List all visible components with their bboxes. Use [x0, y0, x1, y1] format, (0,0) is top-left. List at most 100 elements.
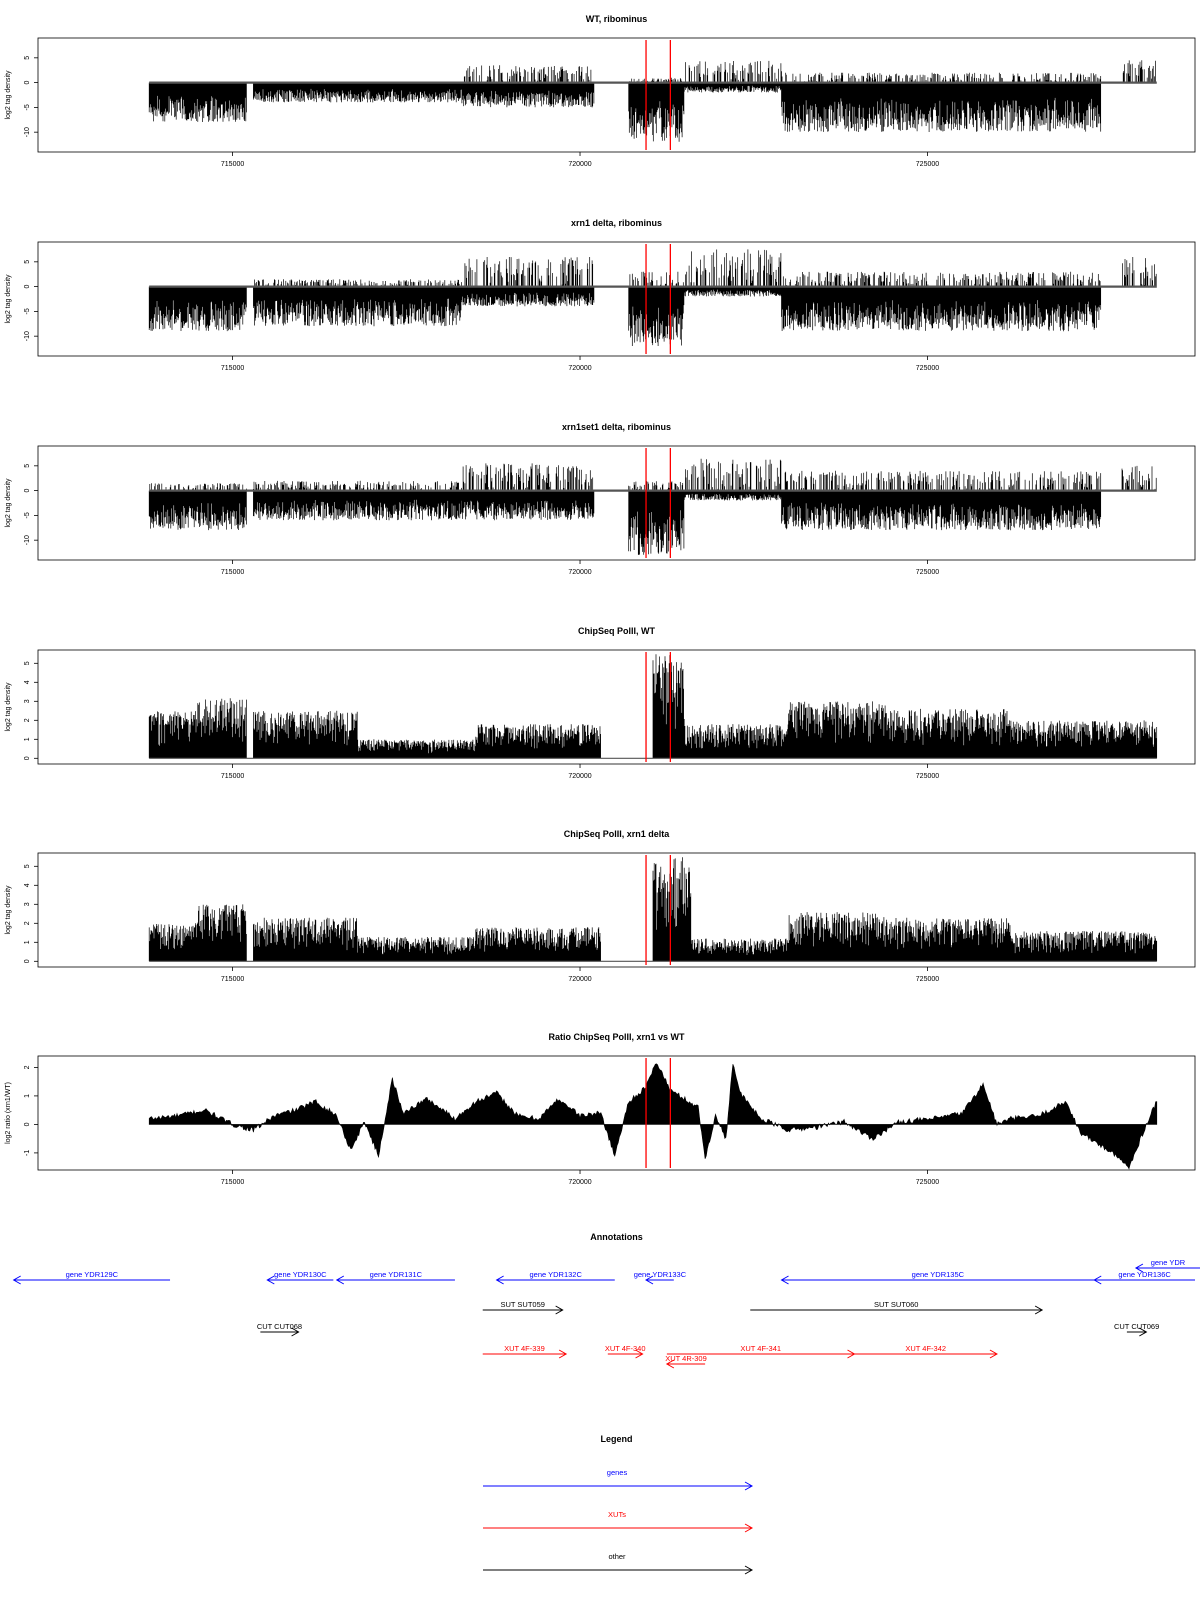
y-tick-label: 5 [24, 864, 31, 868]
y-axis-label: log2 tag density [5, 274, 12, 324]
annotation-arrow-arrowhead [266, 1275, 275, 1285]
y-tick-label: 3 [24, 699, 31, 703]
x-tick-label: 725000 [916, 976, 939, 983]
data-marks [148, 1063, 1158, 1170]
panel-title: ChipSeq PolII, xrn1 delta [564, 829, 671, 839]
y-tick-label: -5 [24, 104, 31, 110]
legend-entry-genes: genes [483, 1468, 754, 1491]
panel-2: xrn1 delta, ribominus 715000 720000 725000 5… [5, 218, 1196, 372]
y-tick-label: 5 [24, 56, 31, 60]
y-tick-label: 1 [24, 1094, 31, 1098]
y-tick-label: 2 [24, 718, 31, 722]
density-bars [148, 458, 1157, 555]
y-tick-label: 1 [24, 737, 31, 741]
annotation-label: gene YDR130C [274, 1270, 327, 1279]
annotation-label: XUT 4F-340 [605, 1344, 646, 1353]
annotation-feature: CUT CUT069 [1114, 1322, 1159, 1337]
annotation-feature: gene YDR135C [780, 1270, 1095, 1285]
y-tick-label: 2 [24, 1065, 31, 1069]
density-bars [148, 857, 1158, 962]
panel-4: ChipSeq PolII, WT 715000 720000 725000 0 1 2 3 4… [5, 626, 1196, 780]
panel-title: WT, ribominus [586, 14, 648, 24]
y-tick-label: 0 [24, 1122, 31, 1126]
x-axis: 715000 720000 725000 [221, 967, 939, 983]
annotation-arrow-arrowhead [645, 1275, 654, 1285]
x-tick-label: 715000 [221, 1179, 244, 1186]
annotations-track: Annotations gene YDR129C gene YDR130C gene … [12, 1232, 1200, 1369]
annotation-feature: gene YDR130C [266, 1270, 334, 1285]
annotation-label: gene YDR131C [370, 1270, 423, 1279]
annotation-feature: gene YDR131C [335, 1270, 455, 1285]
x-axis: 715000 720000 725000 [221, 764, 939, 780]
annotation-label: gene YDR [1151, 1258, 1186, 1267]
density-bars [148, 249, 1157, 346]
panel-title: Ratio ChipSeq PolII, xrn1 vs WT [548, 1032, 685, 1042]
y-tick-label: 1 [24, 940, 31, 944]
annotation-arrow-arrowhead [635, 1349, 644, 1359]
annotation-arrow-arrowhead [1034, 1305, 1044, 1315]
plot-frame [37, 1055, 1196, 1171]
y-tick-label: -10 [24, 331, 31, 341]
y-tick-label: 4 [24, 680, 31, 684]
annotation-label: CUT CUT068 [257, 1322, 302, 1331]
annotation-feature: gene YDR [1134, 1258, 1200, 1273]
y-axis-label: log2 tag density [5, 70, 12, 120]
y-tick-label: 0 [24, 489, 31, 493]
annotation-feature: XUT 4F-339 [482, 1344, 568, 1359]
y-tick-label: 0 [24, 81, 31, 85]
y-tick-label: 4 [24, 883, 31, 887]
x-axis: 715000 720000 725000 [221, 152, 939, 168]
panel-title: xrn1 delta, ribominus [571, 218, 662, 228]
annotation-arrow-arrowhead [495, 1275, 504, 1285]
y-axis-label: log2 tag density [5, 682, 12, 732]
plot-frame [37, 445, 1196, 561]
y-tick-label: 5 [24, 661, 31, 665]
annotation-arrow-arrowhead [12, 1275, 21, 1285]
panel-5: ChipSeq PolII, xrn1 delta 715000 720000 725… [5, 829, 1196, 983]
annotation-label: XUT 4F-342 [905, 1344, 946, 1353]
x-tick-label: 725000 [916, 1179, 939, 1186]
legend-arrow-arrowhead [744, 1481, 754, 1491]
x-tick-label: 715000 [221, 569, 244, 576]
x-tick-label: 720000 [568, 1179, 591, 1186]
data-marks [148, 249, 1157, 346]
annotation-feature: SUT SUT060 [750, 1300, 1044, 1315]
annotation-label: gene YDR132C [529, 1270, 582, 1279]
x-tick-label: 715000 [221, 773, 244, 780]
y-axis: 5 0 -5 -10 log2 tag density [5, 260, 38, 341]
annotation-arrow-arrowhead [1139, 1327, 1148, 1337]
legend-arrow-arrowhead [744, 1565, 754, 1575]
y-axis-label: log2 tag density [5, 885, 12, 935]
legend-title: Legend [600, 1434, 632, 1444]
data-marks [148, 857, 1158, 962]
legend-label: other [608, 1552, 626, 1561]
y-axis: 5 0 -5 -10 log2 tag density [5, 56, 38, 137]
y-axis-label: log2 tag density [5, 478, 12, 528]
annotation-label: SUT SUT060 [874, 1300, 918, 1309]
y-tick-label: 0 [24, 756, 31, 760]
annotation-label: gene YDR129C [66, 1270, 119, 1279]
panel-title: xrn1set1 delta, ribominus [562, 422, 671, 432]
x-axis: 715000 720000 725000 [221, 356, 939, 372]
annotation-feature: XUT 4F-340 [605, 1344, 646, 1359]
annotation-arrow-arrowhead [780, 1275, 789, 1285]
annotation-label: gene YDR135C [912, 1270, 965, 1279]
plot-frame [37, 649, 1196, 765]
data-marks [148, 458, 1157, 555]
y-tick-label: -10 [24, 127, 31, 137]
x-tick-label: 715000 [221, 365, 244, 372]
density-bars [148, 60, 1156, 142]
annotation-arrow-arrowhead [335, 1275, 345, 1285]
y-tick-label: 0 [24, 285, 31, 289]
annotation-label: XUT 4R-309 [665, 1354, 707, 1363]
annotation-feature: gene YDR136C [1093, 1270, 1195, 1285]
legend: Legend genes XUTs other [483, 1434, 754, 1575]
x-tick-label: 720000 [568, 365, 591, 372]
x-tick-label: 725000 [916, 569, 939, 576]
x-axis: 715000 720000 725000 [221, 560, 939, 576]
annotation-feature: XUT 4R-309 [665, 1354, 707, 1369]
y-axis-label: log2 ratio (xrn1/WT) [5, 1082, 12, 1144]
annotation-label: XUT 4F-339 [504, 1344, 545, 1353]
x-tick-label: 720000 [568, 773, 591, 780]
